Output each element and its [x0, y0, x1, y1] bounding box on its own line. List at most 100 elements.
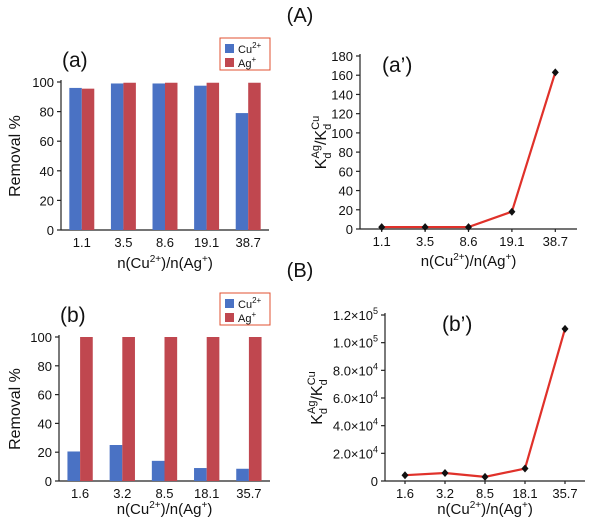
y-tick-exponent: 4 [373, 417, 378, 427]
bar [67, 451, 81, 481]
legend-swatch [225, 299, 234, 308]
x-tick-label: 8.5 [155, 486, 173, 501]
panel-label: (b’) [442, 313, 472, 336]
legend-label-text: Cu [238, 44, 252, 56]
bar [109, 445, 123, 481]
legend-swatch [225, 58, 234, 67]
series-line [381, 72, 557, 229]
x-tick-label: 38.7 [236, 235, 261, 250]
data-point [421, 223, 429, 232]
x-axis-label-part: ) [208, 255, 213, 272]
legend-label: Ag+ [238, 310, 256, 325]
bar [69, 87, 82, 230]
y-tick-label: 80 [339, 145, 353, 160]
x-tick-label: 3.5 [416, 234, 434, 249]
bar [164, 337, 178, 481]
x-tick-label: 3.5 [114, 235, 132, 250]
data-point [481, 472, 489, 481]
x-axis-label-part: 2+ [150, 254, 162, 265]
y-tick-label: 1.2×105 [333, 306, 378, 323]
legend-label-sup: 2+ [252, 296, 261, 305]
y-tick-label: 2.0×104 [333, 444, 378, 461]
y-tick-label: 1.0×105 [333, 334, 378, 351]
bar [80, 337, 93, 481]
y-tick-base: 1.2×10 [333, 308, 373, 323]
y-axis-label-part: Cu [310, 116, 322, 130]
y-axis-label-part: d [318, 379, 330, 385]
y-axis-label-part: /K [309, 385, 326, 400]
x-axis-label-part: n(Cu [437, 501, 470, 518]
y-tick-label: 0 [47, 223, 54, 238]
y-axis-label-part: Ag [306, 401, 318, 414]
y-tick-label: 6.0×104 [333, 389, 378, 406]
y-tick-label: 60 [40, 134, 54, 149]
y-tick-exponent: 4 [373, 444, 378, 454]
x-tick-label: 19.1 [499, 234, 524, 249]
y-tick-base: 1.0×10 [333, 336, 373, 351]
x-axis-label-part: )/n(Ag [481, 501, 522, 518]
y-tick-base: 4.0×10 [333, 419, 373, 434]
bar [236, 468, 249, 481]
y-tick-label: 80 [40, 105, 54, 120]
y-tick-label: 80 [38, 359, 52, 374]
bar [110, 83, 124, 230]
bar [248, 82, 261, 231]
data-point [401, 471, 409, 480]
y-tick-label: 100 [30, 330, 52, 345]
data-point [508, 207, 516, 216]
y-axis-label-part: d [322, 124, 334, 130]
legend-label: Cu2+ [238, 41, 262, 56]
x-axis-label: n(Cu2+)/n(Ag+) [421, 252, 517, 270]
section-label-b: (B) [287, 260, 314, 282]
x-axis-label-part: + [202, 254, 208, 265]
y-tick-label: 100 [32, 75, 54, 90]
y-tick-label: 40 [40, 164, 54, 179]
x-axis-label-part: 2+ [149, 500, 161, 511]
legend-label-text: Ag [238, 313, 251, 325]
bar [151, 460, 165, 481]
panel-label: (a’) [382, 54, 412, 77]
data-point [378, 223, 386, 232]
y-axis-label-part: K [309, 414, 326, 425]
bar [194, 468, 207, 481]
y-tick-label: 0 [371, 474, 378, 489]
panel-b-prime: 02.0×1044.0×1046.0×1048.0×1041.0×1051.2×… [306, 306, 585, 518]
x-axis-label-part: )/n(Ag [161, 501, 202, 518]
x-axis-label-part: n(Cu [117, 501, 150, 518]
y-tick-base: 0 [371, 474, 378, 489]
panel-a-prime: 0 20 40 60 80 100 120 140 160 180 1.1 3.5 8.6 19.1 38.… [310, 49, 577, 270]
y-axis-label-part: K [313, 158, 330, 169]
data-point [521, 464, 529, 473]
x-axis-label-part: n(Cu [421, 253, 454, 270]
y-axis-label: Removal % [7, 115, 24, 197]
x-tick-label: 8.6 [156, 235, 174, 250]
bar [165, 82, 178, 231]
y-axis-label-part: d [322, 152, 334, 158]
y-tick-base: 8.0×10 [333, 363, 373, 378]
y-tick-label: 40 [38, 416, 52, 431]
legend-label-text: Ag [238, 58, 251, 70]
data-point [441, 468, 449, 477]
bar [206, 82, 220, 231]
y-tick-exponent: 5 [373, 306, 378, 316]
x-tick-label: 1.6 [396, 486, 414, 501]
y-axis-label: Removal % [7, 368, 24, 450]
data-point [465, 223, 472, 232]
legend-label: Cu2+ [238, 296, 262, 311]
x-axis-label-part: ) [528, 501, 533, 518]
x-axis-label-part: + [201, 500, 207, 511]
x-axis-label: n(Cu2+)/n(Ag+) [117, 500, 213, 518]
x-tick-label: 35.7 [552, 486, 577, 501]
panel-b: 0 20 40 60 80 100 1.6 3.2 8.5 18.1 35.7 (b) Removal … [7, 292, 271, 518]
x-axis-label-part: 2+ [470, 500, 482, 511]
y-tick-label: 140 [331, 87, 353, 102]
y-tick-label: 0 [346, 222, 353, 237]
y-tick-label: 100 [331, 126, 353, 141]
y-tick-base: 6.0×10 [333, 391, 373, 406]
panel-label: (a) [62, 49, 88, 72]
y-tick-exponent: 4 [373, 361, 378, 371]
legend-swatch [225, 44, 234, 53]
y-axis-label-part: d [318, 408, 330, 414]
x-tick-label: 3.2 [436, 486, 454, 501]
